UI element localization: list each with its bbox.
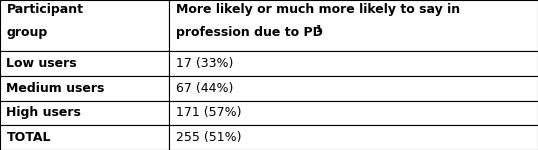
Bar (0, 51, 169, 76)
Text: profession due to PD: profession due to PD (176, 26, 323, 39)
Text: Medium users: Medium users (6, 82, 105, 95)
Bar (0, 76, 169, 100)
Bar (169, 76, 538, 100)
Text: group: group (6, 26, 48, 39)
Bar (169, 51, 538, 76)
Bar (0, 100, 169, 125)
Text: 255 (51%): 255 (51%) (176, 131, 242, 144)
Bar (169, 0, 538, 51)
Text: High users: High users (6, 106, 81, 119)
Text: Low users: Low users (6, 57, 77, 70)
Text: TOTAL: TOTAL (6, 131, 51, 144)
Bar (169, 100, 538, 125)
Text: 1: 1 (315, 25, 321, 34)
Bar (0, 125, 169, 150)
Text: 67 (44%): 67 (44%) (176, 82, 233, 95)
Text: 171 (57%): 171 (57%) (176, 106, 242, 119)
Text: 17 (33%): 17 (33%) (176, 57, 233, 70)
Text: Participant: Participant (6, 3, 83, 16)
Bar (169, 125, 538, 150)
Text: More likely or much more likely to say in: More likely or much more likely to say i… (176, 3, 460, 16)
Bar (0, 0, 169, 51)
